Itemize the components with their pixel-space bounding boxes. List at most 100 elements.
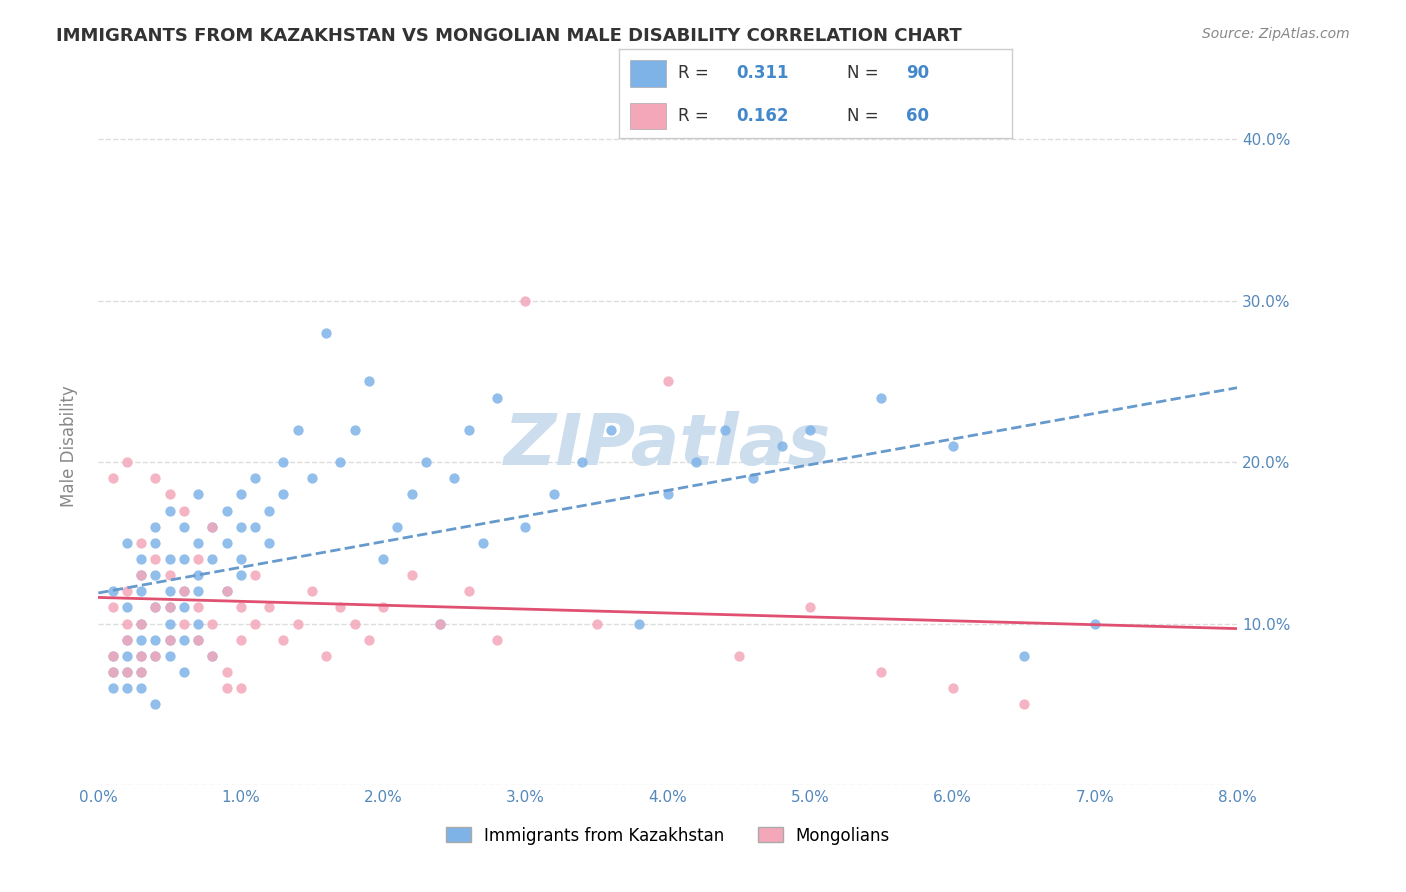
Point <box>273 632 295 647</box>
Point <box>714 423 737 437</box>
Text: ZIPatlas: ZIPatlas <box>505 411 831 481</box>
Point <box>129 616 152 631</box>
Point <box>329 600 352 615</box>
Point <box>129 681 152 695</box>
Point <box>145 632 167 647</box>
Point <box>145 471 167 485</box>
Point <box>942 681 965 695</box>
Point <box>243 568 266 582</box>
Point <box>215 503 238 517</box>
Point <box>1012 648 1035 663</box>
Point <box>357 632 380 647</box>
Point <box>229 552 252 566</box>
Point <box>301 584 323 599</box>
Point <box>173 665 195 679</box>
Point <box>201 616 224 631</box>
Point <box>115 584 138 599</box>
Point <box>799 600 821 615</box>
Point <box>315 648 337 663</box>
Text: R =: R = <box>678 64 714 82</box>
Point <box>159 600 181 615</box>
Point <box>315 326 337 340</box>
Point <box>229 519 252 533</box>
Point <box>273 455 295 469</box>
Point <box>145 519 167 533</box>
Point <box>145 536 167 550</box>
Point <box>401 568 423 582</box>
Point <box>515 519 537 533</box>
Point <box>443 471 465 485</box>
Point <box>159 600 181 615</box>
Point <box>742 471 765 485</box>
Point <box>215 681 238 695</box>
Point <box>215 584 238 599</box>
Point <box>585 616 607 631</box>
Point <box>387 519 409 533</box>
Point <box>628 616 651 631</box>
Point <box>457 423 479 437</box>
Text: N =: N = <box>846 64 884 82</box>
Point <box>159 648 181 663</box>
Text: 0.311: 0.311 <box>737 64 789 82</box>
Point <box>343 616 366 631</box>
Point <box>115 616 138 631</box>
Point <box>159 552 181 566</box>
Point <box>187 600 209 615</box>
Point <box>145 600 167 615</box>
Point <box>187 552 209 566</box>
Point <box>457 584 479 599</box>
Point <box>187 632 209 647</box>
Point <box>159 616 181 631</box>
Point <box>571 455 593 469</box>
Point <box>243 471 266 485</box>
Point <box>415 455 437 469</box>
Point <box>259 536 281 550</box>
Point <box>145 648 167 663</box>
Point <box>870 391 893 405</box>
Point <box>429 616 451 631</box>
Point <box>770 439 793 453</box>
Point <box>357 375 380 389</box>
Point <box>259 600 281 615</box>
Point <box>115 455 138 469</box>
Point <box>429 616 451 631</box>
FancyBboxPatch shape <box>630 103 666 129</box>
Point <box>129 584 152 599</box>
Y-axis label: Male Disability: Male Disability <box>59 385 77 507</box>
Text: 90: 90 <box>905 64 929 82</box>
Point <box>401 487 423 501</box>
Point <box>129 616 152 631</box>
Point <box>273 487 295 501</box>
Point <box>115 600 138 615</box>
Point <box>173 519 195 533</box>
Point <box>371 600 394 615</box>
Point <box>101 584 124 599</box>
Point <box>201 519 224 533</box>
Point <box>173 632 195 647</box>
Point <box>159 584 181 599</box>
Point <box>129 568 152 582</box>
Point <box>259 503 281 517</box>
Text: R =: R = <box>678 107 714 125</box>
Point <box>870 665 893 679</box>
Point <box>115 536 138 550</box>
Point <box>101 665 124 679</box>
Point <box>145 600 167 615</box>
Point <box>201 648 224 663</box>
Point <box>685 455 707 469</box>
Point <box>159 568 181 582</box>
Point <box>101 600 124 615</box>
Point <box>159 632 181 647</box>
Point <box>243 519 266 533</box>
Point <box>187 487 209 501</box>
Text: Source: ZipAtlas.com: Source: ZipAtlas.com <box>1202 27 1350 41</box>
Text: 60: 60 <box>905 107 929 125</box>
Point <box>600 423 623 437</box>
Point <box>287 423 309 437</box>
Point <box>187 536 209 550</box>
Point <box>145 648 167 663</box>
Point <box>115 648 138 663</box>
Point <box>215 584 238 599</box>
Point <box>129 552 152 566</box>
Point <box>115 632 138 647</box>
